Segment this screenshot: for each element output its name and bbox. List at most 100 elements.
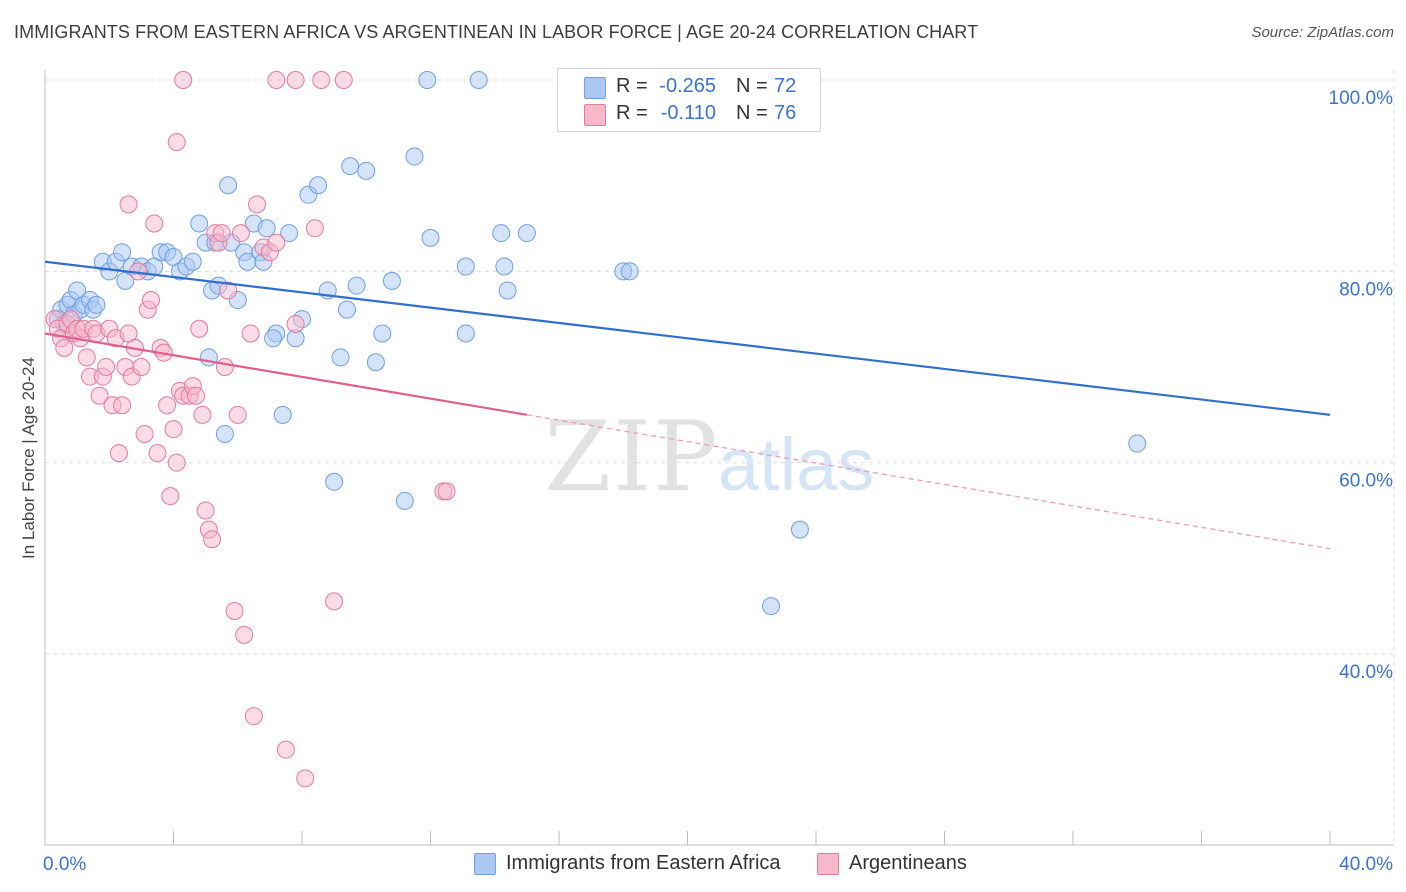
data-point	[286, 314, 305, 333]
data-point	[325, 592, 344, 611]
data-points	[45, 71, 1147, 788]
legend-row-argentineans: R = -0.110 N = 76	[558, 100, 820, 128]
legend-n-value: 72	[774, 75, 797, 97]
y-tick-label: 80.0%	[1339, 279, 1393, 300]
legend-swatch-blue	[474, 853, 496, 875]
data-point	[145, 214, 164, 233]
data-point	[421, 228, 440, 247]
data-point	[142, 291, 161, 310]
legend-label: Argentineans	[849, 852, 967, 874]
data-point	[203, 530, 222, 549]
series-argentineans	[45, 71, 456, 788]
data-point	[135, 424, 154, 443]
x-tick-label: 0.0%	[43, 854, 86, 875]
data-point	[186, 386, 205, 405]
data-point	[305, 219, 324, 238]
series-eastern-africa	[48, 71, 1147, 616]
data-point	[469, 71, 488, 89]
data-point	[132, 358, 151, 376]
watermark-zip: ZIP	[544, 401, 719, 513]
data-point	[347, 276, 366, 295]
data-point	[456, 257, 475, 276]
legend-n-label: N =	[736, 75, 768, 97]
data-point	[219, 176, 238, 195]
data-point	[55, 338, 74, 357]
data-point	[158, 396, 177, 415]
data-point	[366, 353, 385, 372]
legend-n-value: 76	[774, 102, 797, 124]
data-point	[164, 420, 183, 439]
tick-labels: 40.0% 60.0% 80.0% 100.0% 0.0% 40.0%	[43, 88, 1393, 875]
legend-r-value: -0.265	[659, 75, 716, 97]
data-point	[244, 707, 263, 726]
data-point	[225, 601, 244, 620]
axes	[44, 70, 1394, 846]
data-point	[405, 147, 424, 166]
data-point	[215, 358, 234, 376]
legend-swatch-pink	[584, 104, 606, 126]
legend-label: Immigrants from Eastern Africa	[506, 852, 781, 874]
data-point	[312, 71, 331, 89]
data-point	[190, 214, 209, 233]
legend-n-label: N =	[736, 102, 768, 124]
data-point	[90, 386, 109, 405]
data-point	[167, 133, 186, 152]
data-point	[264, 329, 283, 348]
legend-row-eastern-africa: R = -0.265 N = 72	[558, 73, 820, 101]
y-tick-label: 60.0%	[1339, 471, 1393, 492]
data-point	[492, 224, 511, 243]
data-point	[341, 157, 360, 176]
data-point	[199, 348, 218, 367]
data-point	[790, 520, 809, 539]
data-point	[113, 243, 132, 262]
data-point	[309, 176, 328, 195]
correlation-legend: R = -0.265 N = 72 R = -0.110 N = 76	[557, 68, 821, 132]
data-point	[190, 319, 209, 338]
source-label: Source: ZipAtlas.com	[1251, 24, 1394, 41]
watermark-atlas: atlas	[718, 423, 874, 506]
data-point	[241, 324, 260, 343]
trend-line-argentineans-extension	[526, 414, 1331, 550]
data-point	[280, 224, 299, 243]
chart-title: IMMIGRANTS FROM EASTERN AFRICA VS ARGENT…	[14, 22, 979, 42]
data-point	[276, 740, 295, 759]
data-point	[235, 625, 254, 644]
data-point	[215, 424, 234, 443]
data-point	[167, 453, 186, 472]
data-point	[418, 71, 437, 89]
data-point	[109, 444, 128, 463]
data-point	[148, 444, 167, 463]
data-point	[517, 224, 536, 243]
data-point	[193, 405, 212, 424]
data-point	[228, 405, 247, 424]
y-axis-label: In Labor Force | Age 20-24	[19, 357, 38, 559]
trend-line-argentineans	[44, 332, 528, 416]
legend-r-label: R =	[616, 75, 648, 97]
data-point	[87, 295, 106, 314]
data-point	[395, 491, 414, 510]
data-point	[334, 71, 353, 89]
data-point	[113, 396, 132, 415]
legend-r-label: R =	[616, 102, 648, 124]
data-point	[174, 71, 193, 89]
trend-lines	[44, 260, 1331, 550]
data-point	[161, 487, 180, 506]
data-point	[296, 769, 315, 788]
data-point	[273, 405, 292, 424]
x-tick-label: 40.0%	[1339, 854, 1393, 875]
data-point	[97, 358, 116, 376]
data-point	[337, 300, 356, 319]
watermark: ZIP atlas	[544, 401, 874, 513]
trend-line-eastern-africa	[44, 260, 1331, 416]
data-point	[437, 482, 456, 501]
data-point	[196, 501, 215, 520]
data-point	[286, 71, 305, 89]
legend-swatch-pink	[817, 853, 839, 875]
data-point	[331, 348, 350, 367]
data-point	[325, 472, 344, 491]
data-point	[183, 252, 202, 271]
data-point	[267, 233, 286, 252]
data-point	[219, 281, 238, 300]
data-point	[620, 262, 639, 281]
